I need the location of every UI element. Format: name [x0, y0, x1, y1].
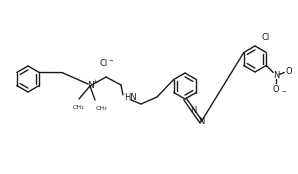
Text: −: − [281, 89, 286, 93]
Text: CH₃: CH₃ [96, 106, 108, 111]
Text: O: O [285, 67, 292, 76]
Text: O: O [273, 85, 280, 94]
Text: HN: HN [124, 93, 137, 102]
Text: N: N [198, 117, 204, 126]
Text: Cl: Cl [262, 34, 270, 42]
Text: N: N [273, 71, 280, 80]
Text: N: N [190, 106, 196, 115]
Text: +: + [92, 79, 97, 84]
Text: Cl: Cl [100, 60, 108, 69]
Text: CH₃: CH₃ [72, 105, 84, 110]
Text: N: N [87, 81, 93, 90]
Text: −: − [109, 57, 113, 62]
